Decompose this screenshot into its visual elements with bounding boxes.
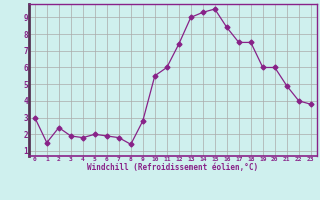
X-axis label: Windchill (Refroidissement éolien,°C): Windchill (Refroidissement éolien,°C) (87, 163, 258, 172)
